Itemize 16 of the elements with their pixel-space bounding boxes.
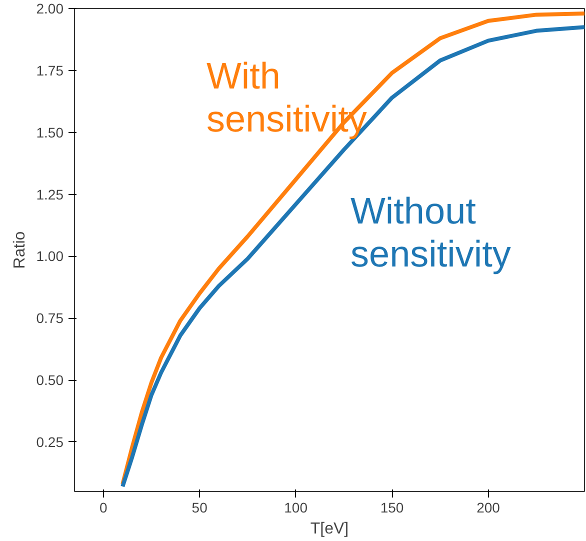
x-axis-title: T[eV] xyxy=(310,520,349,538)
x-tick-label: 150 xyxy=(380,500,404,516)
y-tick-label: 0.75 xyxy=(36,310,64,326)
y-tick-label: 1.50 xyxy=(36,124,64,140)
y-axis-title: Ratio xyxy=(11,231,28,269)
y-tick-label: 1.75 xyxy=(36,62,64,78)
x-tick-label: 50 xyxy=(192,500,208,516)
x-tick-label: 200 xyxy=(476,500,500,516)
y-tick-label: 1.25 xyxy=(36,186,64,202)
x-tick-label: 100 xyxy=(284,500,308,516)
y-tick-label: 0.25 xyxy=(36,434,64,450)
x-tick-label: 0 xyxy=(99,500,108,516)
y-tick-label: 0.50 xyxy=(36,372,64,388)
series-label: Without sensitivity xyxy=(350,190,512,275)
y-tick-label: 2.00 xyxy=(36,0,64,16)
y-tick-label: 1.00 xyxy=(36,248,64,264)
